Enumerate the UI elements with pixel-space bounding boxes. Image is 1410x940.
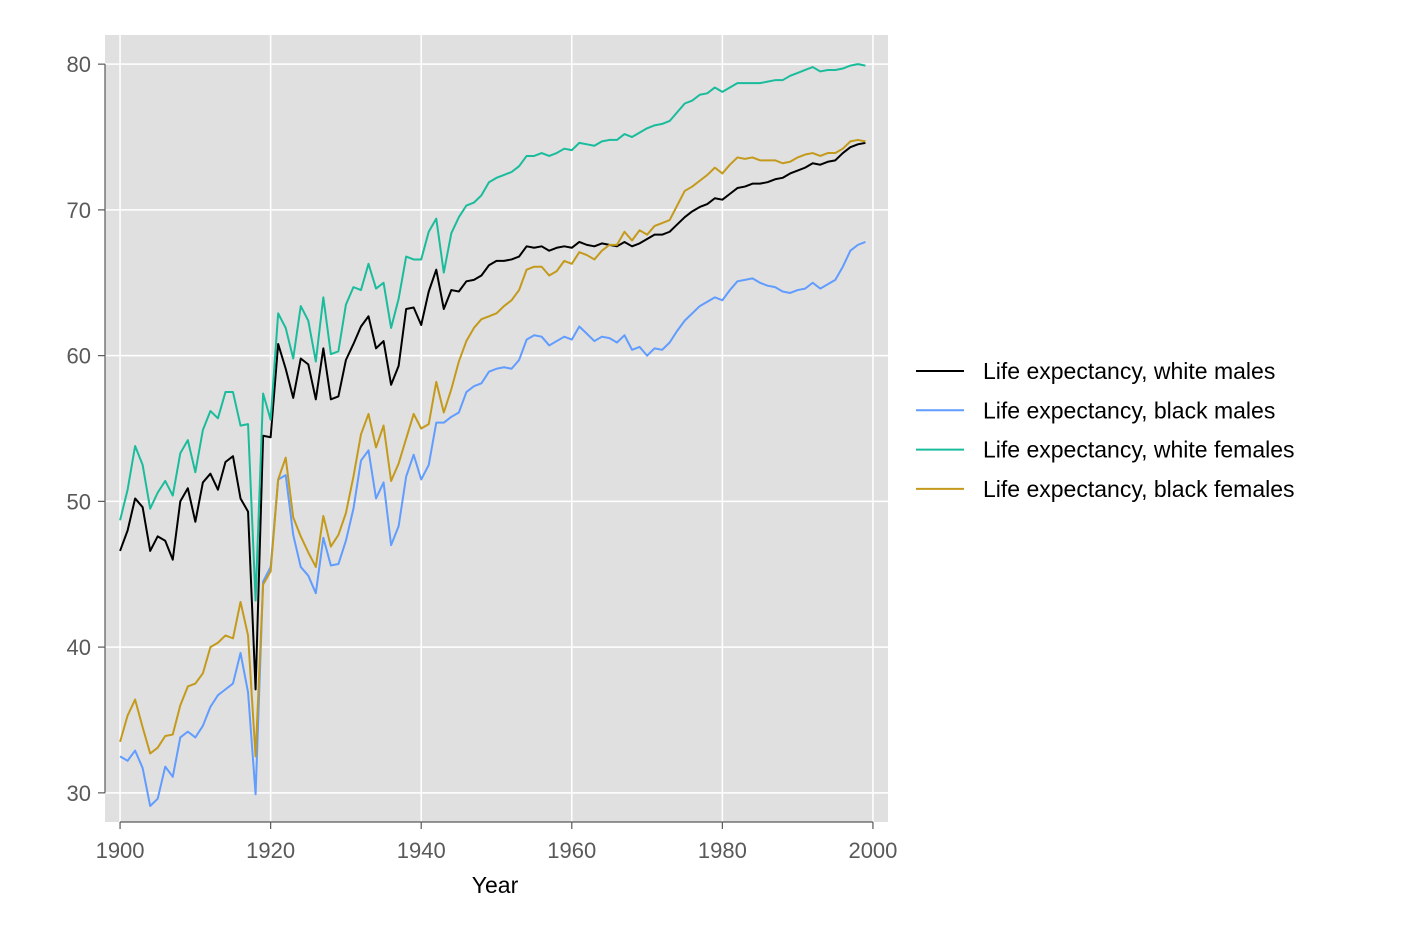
legend-item: Life expectancy, white females xyxy=(916,437,1295,463)
x-tick-label: 1900 xyxy=(96,838,145,863)
series-line-2 xyxy=(119,241,866,807)
legend-item: Life expectancy, black males xyxy=(916,397,1275,423)
series-line-1 xyxy=(119,141,866,691)
y-tick-label: 70 xyxy=(67,198,91,223)
legend-item: Life expectancy, black females xyxy=(916,476,1295,502)
series-lines xyxy=(119,63,866,807)
legend-label: Life expectancy, black males xyxy=(983,397,1275,423)
plot-background xyxy=(105,35,888,822)
legend-label: Life expectancy, white males xyxy=(983,358,1275,384)
grid-lines xyxy=(105,35,888,822)
x-tick-label: 1940 xyxy=(397,838,446,863)
y-axis-ticks: 30 40 50 60 70 80 xyxy=(67,52,105,806)
x-tick-label: 2000 xyxy=(848,838,897,863)
y-tick-label: 60 xyxy=(67,344,91,369)
x-axis-ticks: 1900 1920 1940 1960 1980 2000 xyxy=(96,822,897,863)
x-axis-title: Year xyxy=(472,872,519,898)
legend-label: Life expectancy, white females xyxy=(983,437,1295,463)
y-tick-label: 50 xyxy=(67,489,91,514)
legend: Life expectancy, white males Life expecta… xyxy=(916,358,1295,502)
y-tick-label: 30 xyxy=(67,781,91,806)
y-tick-label: 80 xyxy=(67,52,91,77)
series-line-4 xyxy=(119,138,866,758)
x-tick-label: 1980 xyxy=(698,838,747,863)
legend-item: Life expectancy, white males xyxy=(916,358,1275,384)
x-tick-label: 1920 xyxy=(246,838,295,863)
axes xyxy=(104,64,873,823)
series-line-3 xyxy=(119,63,866,602)
legend-label: Life expectancy, black females xyxy=(983,476,1295,502)
y-tick-label: 40 xyxy=(67,635,91,660)
x-tick-label: 1960 xyxy=(547,838,596,863)
